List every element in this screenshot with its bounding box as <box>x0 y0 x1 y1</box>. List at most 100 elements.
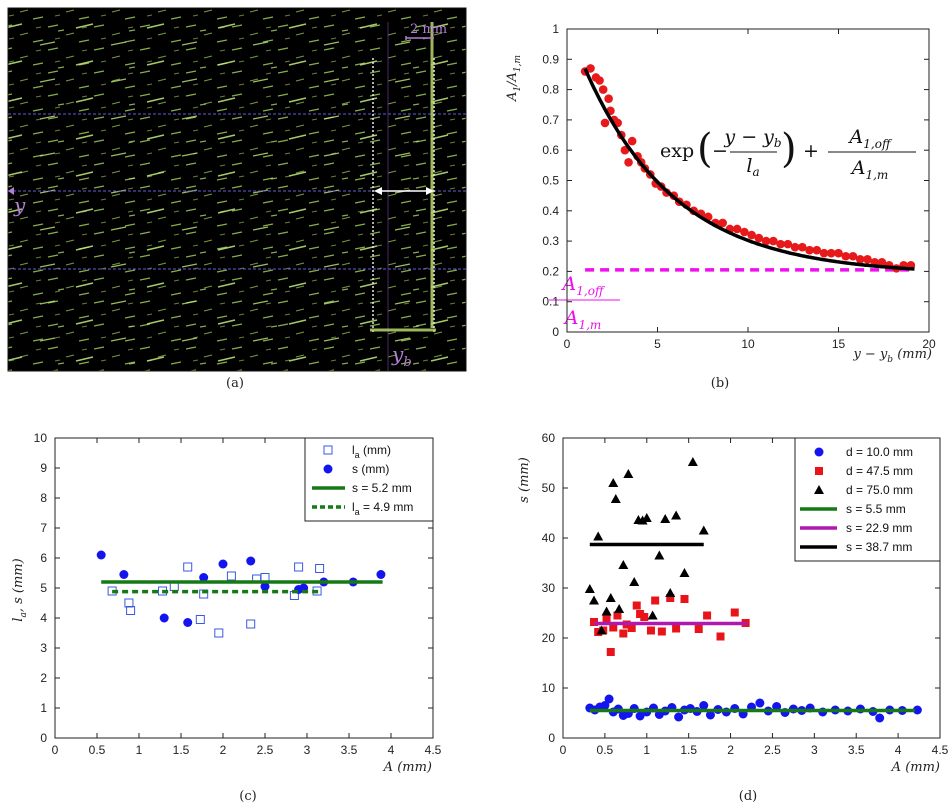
panel-c-data-point <box>376 570 386 579</box>
panel-d-data-point <box>602 615 611 623</box>
panel-d-data-point <box>618 560 629 569</box>
panel-d-legend-label: d = 75.0 mm <box>846 483 913 497</box>
panel-d-data-point <box>665 588 676 597</box>
panel-c-y-tick-label: 6 <box>40 551 47 565</box>
panel-d-data-point <box>632 601 641 610</box>
panel-d-data-point <box>593 531 604 541</box>
panel-b-data-point <box>754 233 764 243</box>
panel-c-legend-swatch <box>323 464 333 474</box>
panel-d-data-point <box>623 469 634 478</box>
panel-c-x-tick-label: 3 <box>304 743 311 757</box>
panel-b-y-tick-label: 0.9 <box>542 52 559 66</box>
panel-c-y-tick-label: 2 <box>40 671 47 685</box>
panel-d-data-point <box>666 594 675 602</box>
panel-c-data-point <box>246 619 256 629</box>
panel-d-data-point <box>698 525 709 535</box>
panel-b-data-point <box>848 251 858 261</box>
panel-c-y-tick-label: 8 <box>40 491 47 505</box>
panel-d-axis-label-y: s (mm) <box>517 457 532 503</box>
scale-bar-label: 2 mm <box>410 22 447 37</box>
panel-d-axis-label-x: A (mm) <box>891 760 940 775</box>
panel-b-y-tick-label: 1 <box>552 22 559 36</box>
panel-b-data-point <box>819 248 829 258</box>
panel-b-axis-label-x: y − yb (mm) <box>852 347 932 365</box>
panel-c-data-point <box>183 562 193 572</box>
panel-c-data-point <box>246 556 256 566</box>
panel-d-data-point <box>637 515 648 525</box>
caption-b: (b) <box>711 376 729 391</box>
panel-d-data-point <box>694 625 703 633</box>
panel-b-data-point <box>740 227 749 237</box>
panel-b-data-point <box>783 239 793 249</box>
panel-c-legend-label: la = 4.9 mm <box>352 500 413 517</box>
panel-d-data-point <box>687 457 698 466</box>
panel-d-legend: d = 10.0 mm d = 47.5 mm d = 75.0 mm s = 5.5… <box>794 437 941 562</box>
panel-b-data-point <box>600 118 610 128</box>
panel-d-data-point <box>614 604 625 613</box>
panel-d-x-tick-label: 3.5 <box>848 743 865 757</box>
panel-d-x-tick-label: 1 <box>643 743 650 757</box>
panel-b-y-tick-label: 0.8 <box>542 83 559 97</box>
panel-d-data-point <box>672 624 681 633</box>
panel-d-data-point <box>605 593 616 602</box>
panel-c-data-point <box>183 618 193 627</box>
panel-c-x-tick-label: 1.5 <box>173 743 190 757</box>
panel-d-data-point <box>671 510 682 520</box>
svg-text:s (mm): s (mm) <box>517 457 532 503</box>
panel-d-y-tick-label: 50 <box>542 481 556 495</box>
panel-b-data-point <box>812 245 822 255</box>
panel-c-y-tick-label: 0 <box>40 731 47 745</box>
panel-d-data-point <box>660 514 671 523</box>
panel-b-y-tick-label: 0.2 <box>542 264 559 278</box>
panel-c-axis-label-y: la, s (mm) <box>11 558 29 621</box>
panel-b-data-point <box>769 236 778 246</box>
svg-text:A (mm): A (mm) <box>383 760 432 775</box>
panel-d-data-point <box>654 550 665 560</box>
svg-text:exp: exp <box>660 140 694 162</box>
panel-b-data-point <box>604 94 613 103</box>
panel-d-data-point <box>651 596 660 605</box>
panel-b-y-tick-label: 0 <box>552 325 559 339</box>
panel-d-data-point <box>680 595 689 603</box>
svg-text:y − yb: y − yb <box>723 126 781 150</box>
panel-b-data-point <box>627 136 637 146</box>
panel-c-x-tick-label: 2.5 <box>257 743 274 757</box>
panel-c-legend-box <box>304 437 434 522</box>
panel-c-y-tick-label: 4 <box>40 611 47 625</box>
panel-c-y-tick-label: 3 <box>40 641 47 655</box>
panel-c-x-tick-label: 4 <box>388 743 395 757</box>
panel-b-offset-label: A1,off A1,m <box>549 273 620 332</box>
panel-d-data-point <box>679 568 690 577</box>
panel-c-legend: la (mm) s (mm) s = 5.2 mm la = 4.9 mm <box>304 437 434 522</box>
panel-d-x-tick-label: 1.5 <box>680 743 697 757</box>
panel-d-data-point <box>875 713 885 723</box>
panel-d-y-tick-label: 0 <box>548 731 555 745</box>
panel-d-legend-label: d = 47.5 mm <box>846 464 913 478</box>
panel-b-axis-label-y: A1/A1,m <box>505 55 523 102</box>
y-axis-marker-label: y <box>13 193 26 217</box>
panel-c-data-point <box>294 562 304 572</box>
panel-b-data-point <box>586 64 595 73</box>
panel-d-data-point <box>703 611 712 620</box>
panel-d-y-tick-label: 30 <box>542 581 556 595</box>
panel-c-y-tick-label: 7 <box>40 521 47 535</box>
panel-b-y-tick-label: 0.3 <box>542 234 559 248</box>
panel-d-y-tick-label: 20 <box>542 631 556 645</box>
panel-b-data-point <box>776 239 785 249</box>
panel-b-data-point <box>761 236 771 246</box>
panel-b-data-point <box>841 251 851 261</box>
panel-d-x-tick-label: 2 <box>727 743 734 757</box>
svg-text:−: − <box>712 140 728 162</box>
panel-c-data-point <box>96 550 106 560</box>
panel-d-y-tick-label: 60 <box>542 431 556 445</box>
panel-d-data-point <box>610 494 621 503</box>
yb-marker-label: yb <box>391 342 412 370</box>
panel-d-data-point <box>601 606 612 616</box>
panel-d-data-point <box>629 577 640 586</box>
panel-b-y-tick-label: 0.5 <box>542 174 559 188</box>
panel-d-data-point <box>588 595 599 605</box>
panel-c-data-point <box>159 613 169 623</box>
panel-b-y-tick-label: 0.4 <box>542 204 559 218</box>
panel-b-data-point <box>747 230 756 240</box>
panel-d-data-point <box>716 632 725 641</box>
